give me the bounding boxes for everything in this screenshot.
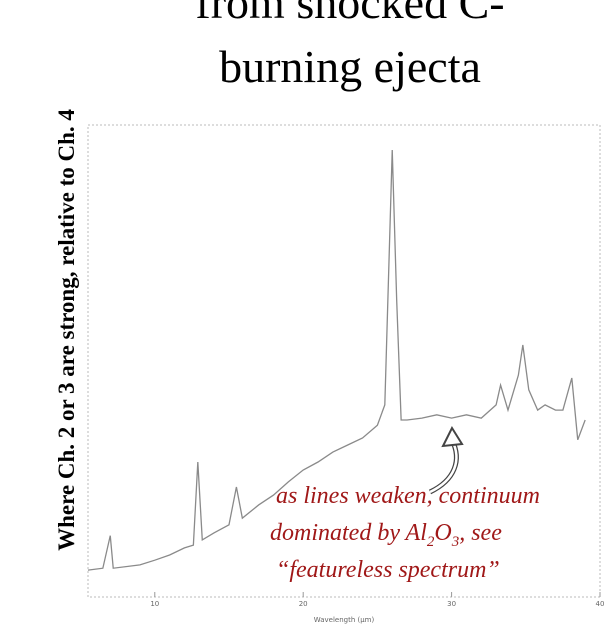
x-tick-label: 30 xyxy=(447,600,456,608)
annotation-line: dominated by Al2O3, see xyxy=(270,520,502,550)
annotation-text: , see xyxy=(459,520,502,546)
arrow-head xyxy=(441,425,464,448)
spectrum-line xyxy=(87,149,586,571)
x-tick-label: 40 xyxy=(596,600,605,608)
annotation-line: “featureless spectrum” xyxy=(276,557,500,583)
y-axis-label: Where Ch. 2 or 3 are strong, relative to… xyxy=(54,109,79,551)
plot: 10 20 30 40 xyxy=(87,149,605,608)
annotation-subscript: 2 xyxy=(427,534,435,550)
title-line: burning ejecta xyxy=(219,41,481,92)
plot-frame xyxy=(87,124,601,598)
annotation: as lines weaken, continuum dominated by … xyxy=(270,483,540,583)
annotation-subscript: 3 xyxy=(451,534,460,550)
title-line: from shocked C- xyxy=(195,0,504,28)
annotation-line: as lines weaken, continuum xyxy=(276,483,540,509)
x-axis-label: Wavelength (µm) xyxy=(314,616,375,624)
annotation-text: dominated by Al xyxy=(270,520,427,546)
annotation-text: O xyxy=(434,520,451,546)
x-tick-label: 20 xyxy=(299,600,308,608)
x-tick-label: 10 xyxy=(150,600,159,608)
